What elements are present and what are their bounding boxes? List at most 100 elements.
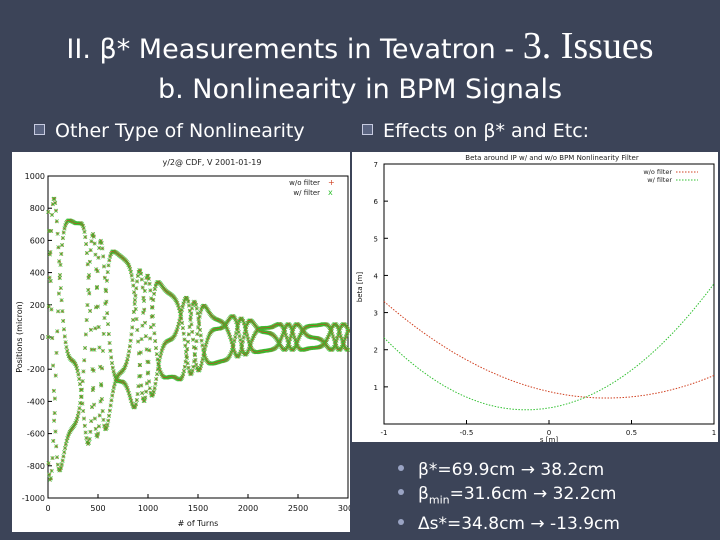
point-w-filter	[61, 454, 66, 459]
point-w-filter	[148, 288, 153, 293]
point-w-filter	[290, 330, 295, 335]
point-w-filter	[109, 361, 115, 366]
point-w-filter	[63, 446, 68, 451]
y-tick-label: -200	[27, 365, 45, 374]
point-w-filter	[334, 338, 339, 343]
legend-label: w/ filter	[647, 176, 672, 184]
point-w-filter	[59, 462, 64, 467]
point-w-filter	[174, 329, 179, 334]
y-tick-label: 800	[30, 204, 45, 213]
point-w-filter	[198, 333, 203, 338]
point-w-filter	[148, 390, 153, 395]
x-axis-label: s [m]	[540, 436, 558, 442]
point-w-filter	[227, 332, 232, 337]
point-w-filter	[153, 338, 158, 344]
point-w-filter	[87, 259, 92, 264]
point-w-filter	[197, 322, 202, 327]
point-w-filter	[196, 325, 201, 330]
y-tick-label: 2	[374, 347, 378, 355]
point-w-filter	[140, 390, 145, 396]
dot-bullet-icon	[398, 489, 404, 495]
point-w-filter	[47, 275, 52, 280]
point-w-filter	[81, 408, 86, 414]
point-w-filter	[98, 238, 103, 243]
point-w-filter	[331, 334, 336, 339]
legend-marker: +	[328, 178, 335, 187]
result-subscript: min	[428, 493, 450, 507]
point-w-filter	[132, 301, 137, 306]
point-w-filter	[175, 301, 180, 306]
point-w-filter	[139, 337, 144, 342]
point-w-filter	[86, 440, 91, 446]
point-w-filter	[179, 311, 184, 316]
point-w-filter	[248, 342, 253, 347]
point-w-filter	[57, 272, 63, 278]
point-w-filter	[51, 388, 56, 393]
point-w-filter	[74, 365, 79, 371]
point-w-filter	[241, 318, 246, 324]
point-w-filter	[65, 436, 70, 441]
point-w-filter	[283, 332, 288, 338]
point-w-filter	[82, 423, 87, 428]
point-w-filter	[106, 332, 111, 337]
point-w-filter	[234, 319, 239, 324]
point-w-filter	[101, 264, 107, 269]
point-w-filter	[134, 398, 139, 403]
point-w-filter	[240, 339, 245, 344]
x-tick-label: 2000	[238, 504, 258, 513]
point-w-filter	[188, 315, 193, 320]
point-w-filter	[151, 297, 156, 303]
point-w-filter	[236, 321, 241, 326]
point-w-filter	[129, 399, 134, 404]
point-w-filter	[195, 332, 200, 337]
point-w-filter	[338, 334, 343, 339]
point-w-filter	[137, 363, 143, 368]
y-axis-label: beta [m]	[356, 272, 364, 303]
point-w-filter	[97, 413, 102, 418]
point-w-filter	[107, 258, 112, 263]
point-w-filter	[84, 436, 89, 441]
point-w-filter	[81, 416, 87, 421]
point-w-filter	[185, 296, 190, 302]
point-w-filter	[97, 345, 102, 350]
point-w-filter	[245, 336, 251, 341]
point-w-filter	[183, 343, 188, 348]
point-w-filter	[237, 333, 242, 339]
point-w-filter	[194, 306, 199, 311]
point-w-filter	[194, 339, 199, 344]
chart-title: y/2@ CDF, V 2001-01-19	[162, 158, 261, 167]
point-w-filter	[132, 290, 137, 295]
data-points	[45, 196, 350, 482]
point-w-filter	[283, 330, 288, 335]
point-w-filter	[91, 385, 96, 390]
point-w-filter	[52, 396, 57, 401]
turn-by-turn-svg: y/2@ CDF, V 2001-01-1910008006004002000-…	[15, 158, 350, 528]
point-w-filter	[337, 327, 342, 333]
point-w-filter	[142, 288, 147, 293]
point-w-filter	[139, 271, 144, 276]
point-w-filter	[135, 273, 140, 278]
point-w-filter	[186, 299, 191, 304]
point-w-filter	[176, 303, 181, 308]
point-w-filter	[237, 351, 242, 356]
point-w-filter	[176, 305, 181, 310]
point-w-filter	[99, 240, 104, 246]
point-w-filter	[130, 325, 135, 330]
point-w-filter	[80, 379, 85, 384]
x-tick-label: 1000	[138, 504, 158, 513]
point-w-filter	[152, 291, 157, 296]
point-w-filter	[181, 372, 186, 377]
point-w-filter	[189, 311, 194, 316]
point-w-filter	[232, 348, 237, 353]
point-w-filter	[48, 476, 53, 481]
point-w-filter	[151, 392, 156, 397]
point-w-filter	[46, 461, 51, 466]
point-w-filter	[82, 229, 87, 234]
point-w-filter	[101, 417, 106, 422]
dot-bullet-icon	[398, 519, 404, 526]
point-w-filter	[128, 338, 133, 343]
point-w-filter	[152, 287, 157, 292]
title-section: II. β* Measurements in Tevatron -	[66, 34, 515, 65]
point-w-filter	[92, 402, 97, 407]
dot-bullet-icon	[398, 465, 404, 471]
